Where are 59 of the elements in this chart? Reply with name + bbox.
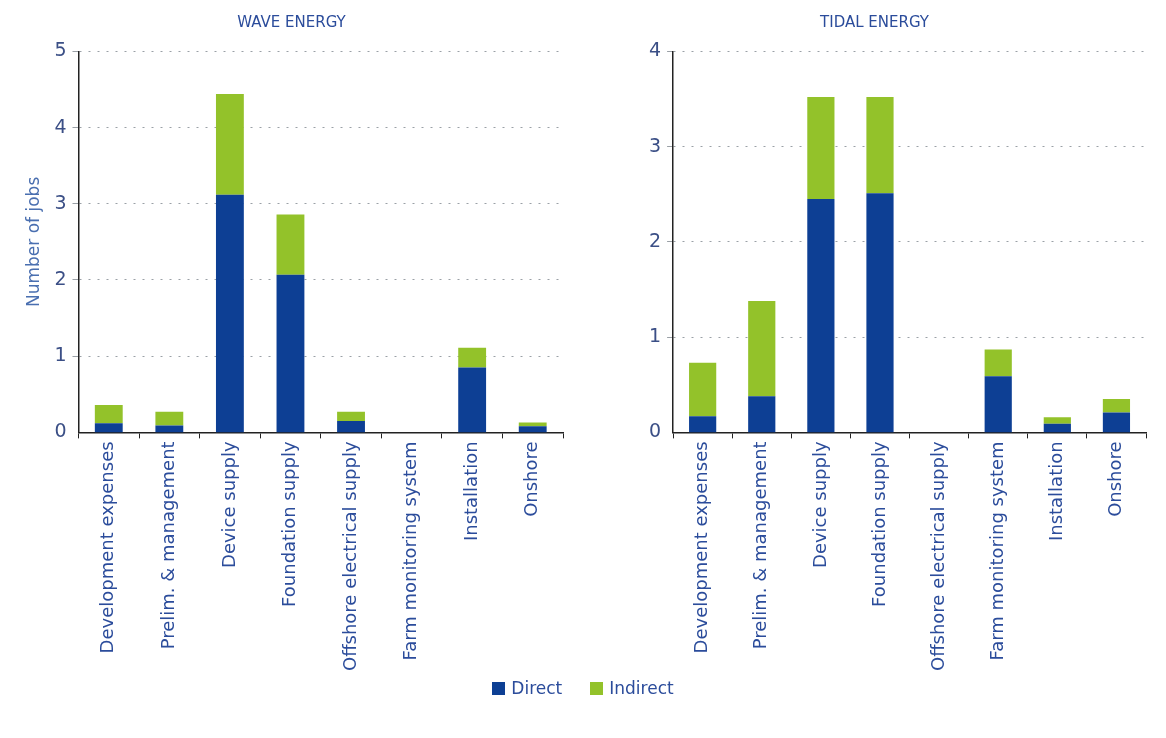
bar [1102, 399, 1131, 413]
x-tick-label: Farm monitoring system [985, 441, 1007, 661]
bar [807, 97, 835, 200]
y-tick-label: 0 [648, 419, 662, 442]
x-tick-label: Foundation supply [867, 441, 889, 607]
bar [215, 94, 244, 195]
bar [94, 423, 123, 433]
y-tick-label: 1 [648, 324, 662, 347]
bar [518, 422, 547, 427]
bar [1043, 423, 1071, 433]
x-tick-label: Device supply [808, 441, 830, 568]
bar [984, 376, 1012, 433]
bar [1102, 412, 1131, 433]
bar [748, 300, 776, 397]
bar [155, 411, 184, 426]
x-tick-label: Development expenses [96, 441, 118, 654]
y-tick-label: 4 [648, 38, 662, 61]
y-axis-title: Number of jobs [22, 176, 43, 308]
bar [276, 214, 305, 275]
y-tick-label: 3 [648, 133, 662, 156]
bar [866, 97, 894, 194]
y-tick-label: 2 [54, 266, 67, 289]
bar [866, 193, 894, 433]
bar [276, 274, 305, 433]
x-tick-label: Development expenses [690, 441, 712, 654]
bar [807, 199, 835, 433]
bar [984, 349, 1012, 377]
x-tick-label: Onshore [1104, 441, 1126, 517]
bar [458, 367, 487, 433]
x-tick-label: Farm monitoring system [399, 441, 421, 661]
x-tick-label: Prelim. & management [749, 441, 771, 650]
x-tick-label: Foundation supply [278, 441, 300, 607]
bar [215, 194, 244, 433]
y-tick-label: 1 [54, 343, 67, 366]
bar [337, 411, 365, 421]
bar [689, 416, 717, 433]
legend-label: Indirect [608, 678, 674, 698]
y-tick-label: 4 [54, 114, 67, 137]
chart-title: WAVE ENERGY [236, 12, 347, 33]
legend-label: Direct [510, 678, 563, 698]
x-tick-label: Installation [459, 441, 481, 542]
bar [1043, 417, 1071, 424]
bar [458, 347, 487, 368]
y-tick-label: 5 [54, 38, 67, 61]
x-tick-label: Installation [1045, 441, 1066, 542]
bar [518, 426, 547, 433]
x-tick-label: Onshore [520, 441, 542, 517]
y-tick-label: 3 [54, 190, 67, 213]
bar [748, 396, 776, 433]
x-tick-label: Offshore electrical supply [926, 441, 948, 672]
bar [689, 362, 717, 417]
y-tick-label: 0 [54, 419, 67, 442]
x-tick-label: Offshore electrical supply [338, 441, 360, 672]
chart-title: TIDAL ENERGY [819, 12, 930, 33]
y-tick-label: 2 [648, 228, 662, 251]
x-tick-label: Device supply [217, 441, 239, 568]
bar [94, 404, 123, 424]
x-tick-label: Prelim. & management [157, 441, 179, 650]
bar [337, 420, 365, 433]
